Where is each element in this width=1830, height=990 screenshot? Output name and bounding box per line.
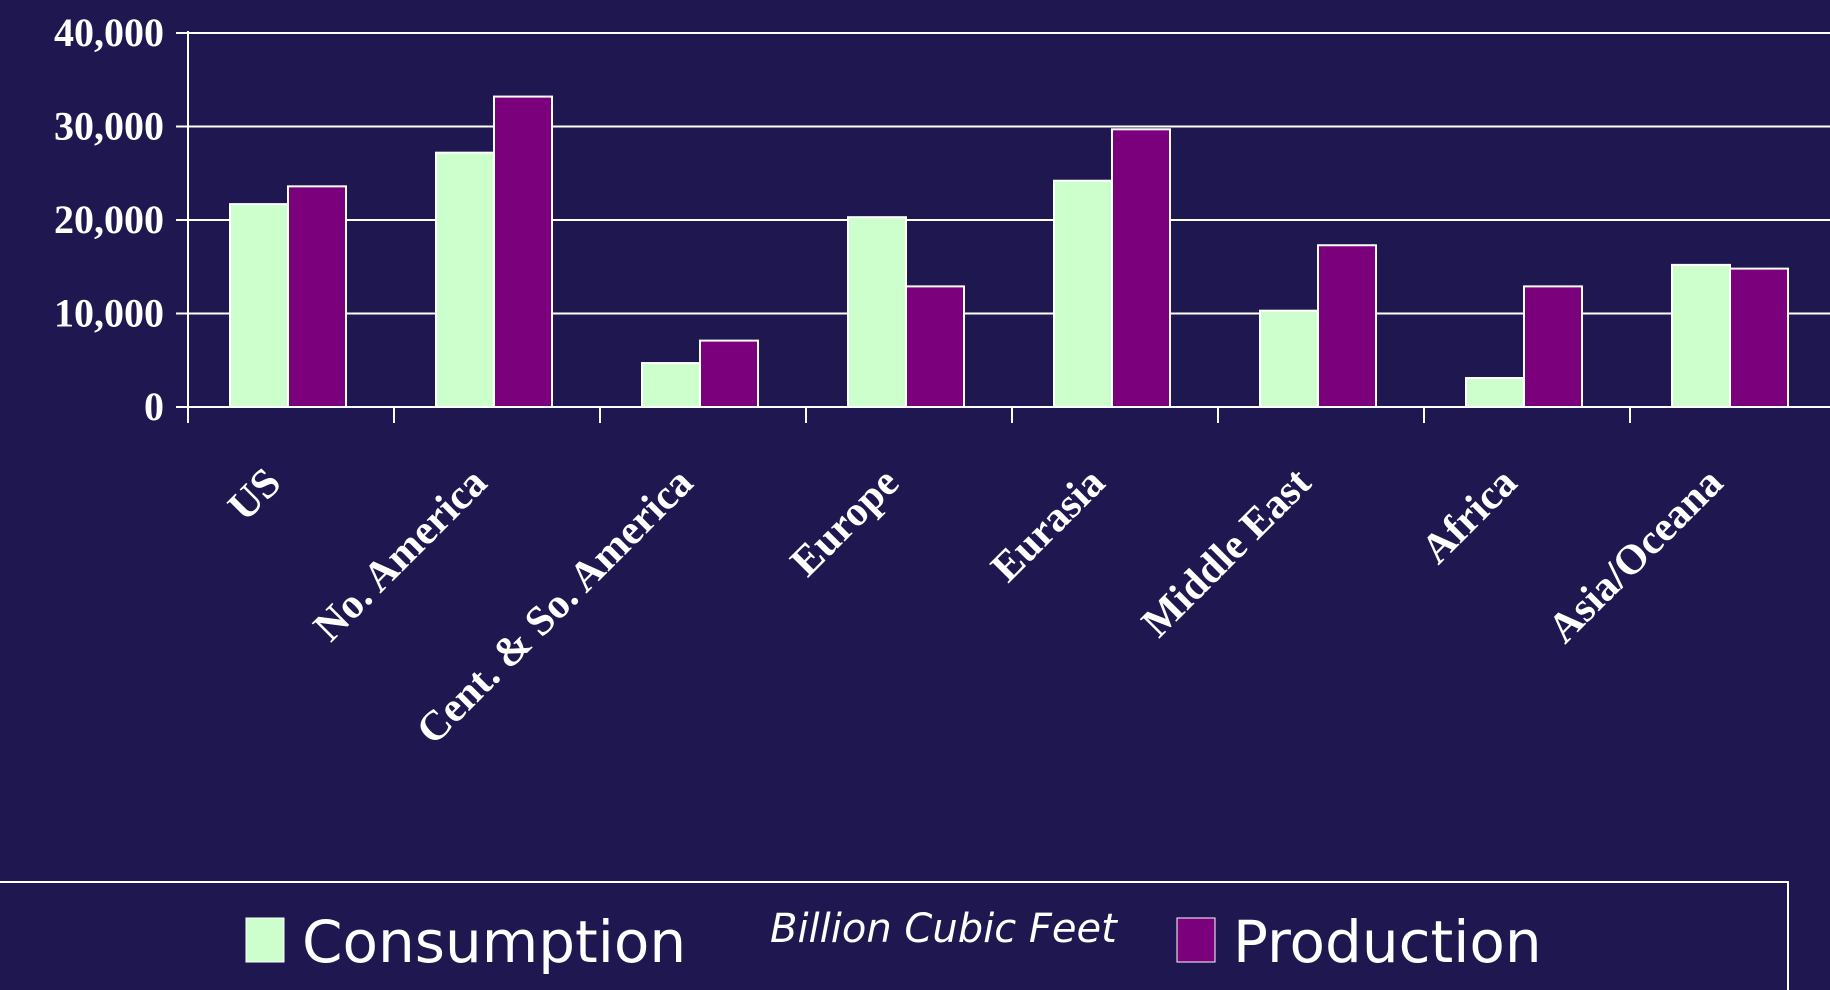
legend-swatch-consumption xyxy=(245,917,285,963)
y-tick-label: 20,000 xyxy=(54,197,164,242)
bar-production-2 xyxy=(699,339,759,408)
x-category-label: Europe xyxy=(782,460,908,586)
bar-production-0 xyxy=(287,185,347,408)
y-tick-label: 30,000 xyxy=(54,104,164,149)
bar-consumption-0 xyxy=(229,203,289,408)
axes xyxy=(176,31,1830,423)
x-category-label: Asia/Oceana xyxy=(1540,460,1733,653)
x-category-label: US xyxy=(220,460,291,531)
y-tick-label: 40,000 xyxy=(54,10,164,55)
bar-consumption-4 xyxy=(1053,179,1113,408)
legend-label-production: Production xyxy=(1233,908,1542,976)
legend-box xyxy=(0,881,1789,990)
bar-consumption-6 xyxy=(1465,377,1525,409)
gridlines xyxy=(188,32,1830,315)
bars xyxy=(229,95,1789,409)
x-category-label: Africa xyxy=(1413,460,1526,573)
x-category-label: Middle East xyxy=(1133,460,1320,647)
bar-consumption-7 xyxy=(1671,263,1731,408)
bar-production-1 xyxy=(493,95,553,409)
legend-swatch-production xyxy=(1176,917,1216,963)
legend-unit-label: Billion Cubic Feet xyxy=(770,906,1118,952)
bar-consumption-3 xyxy=(847,216,907,408)
bar-production-5 xyxy=(1317,244,1377,408)
bar-production-7 xyxy=(1729,267,1789,408)
bar-consumption-5 xyxy=(1259,309,1319,409)
bar-production-4 xyxy=(1111,128,1171,408)
legend: Consumption Billion Cubic Feet Productio… xyxy=(0,881,1789,990)
bar-consumption-2 xyxy=(641,362,701,408)
y-tick-label: 0 xyxy=(144,384,164,429)
x-category-label: Eurasia xyxy=(983,460,1115,592)
bar-production-3 xyxy=(905,285,965,409)
bar-production-6 xyxy=(1523,285,1583,409)
legend-label-consumption: Consumption xyxy=(302,908,686,976)
y-tick-label: 10,000 xyxy=(54,291,164,336)
x-category-label: No. America xyxy=(305,460,496,651)
bar-consumption-1 xyxy=(435,151,495,408)
